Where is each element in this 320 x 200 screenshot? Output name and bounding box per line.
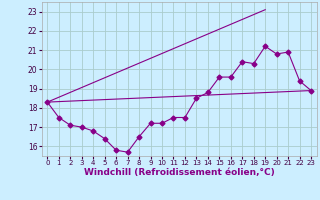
X-axis label: Windchill (Refroidissement éolien,°C): Windchill (Refroidissement éolien,°C) xyxy=(84,168,275,177)
